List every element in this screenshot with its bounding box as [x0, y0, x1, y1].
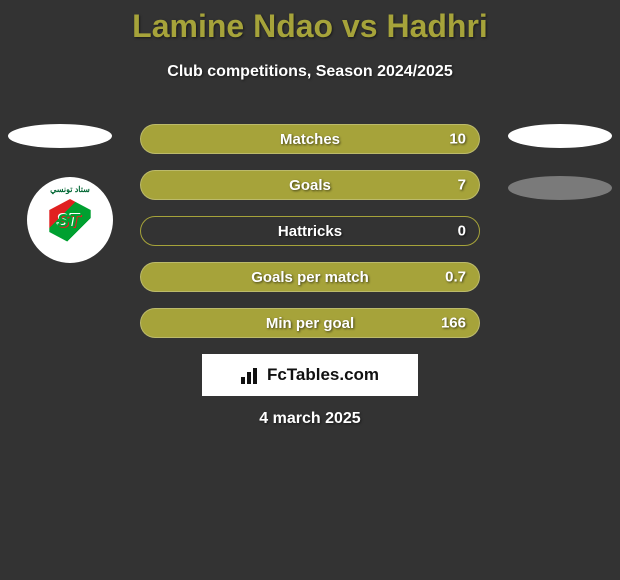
stat-row-goals: Goals 7	[140, 170, 480, 200]
branding-box[interactable]: FcTables.com	[202, 354, 418, 396]
club-badge-letters: ST	[57, 211, 80, 232]
stat-label: Hattricks	[278, 223, 342, 240]
date-label: 4 march 2025	[0, 410, 620, 428]
club-badge-arabic-text: ستاد تونسي	[35, 185, 105, 194]
stat-value-right: 166	[441, 315, 466, 332]
stat-row-matches: Matches 10	[140, 124, 480, 154]
stat-value-right: 0.7	[445, 269, 466, 286]
right-ellipse-1	[508, 124, 612, 148]
right-player-column	[508, 124, 612, 228]
stat-value-right: 7	[458, 177, 466, 194]
bar-chart-icon	[241, 366, 261, 384]
stat-value-right: 0	[458, 223, 466, 240]
stat-row-mpg: Min per goal 166	[140, 308, 480, 338]
stat-row-hattricks: Hattricks 0	[140, 216, 480, 246]
stat-label: Min per goal	[266, 315, 354, 332]
subtitle: Club competitions, Season 2024/2025	[0, 63, 620, 81]
stat-label: Goals	[289, 177, 331, 194]
stat-label: Goals per match	[251, 269, 369, 286]
club-badge-inner: ستاد تونسي ST	[35, 185, 105, 255]
stat-row-gpm: Goals per match 0.7	[140, 262, 480, 292]
stat-label: Matches	[280, 131, 340, 148]
left-ellipse-1	[8, 124, 112, 148]
stat-value-right: 10	[449, 131, 466, 148]
stats-container: Matches 10 Goals 7 Hattricks 0 Goals per…	[140, 124, 480, 354]
right-ellipse-2	[508, 176, 612, 200]
left-player-column	[8, 124, 112, 176]
branding-label: FcTables.com	[267, 365, 379, 385]
club-badge: ستاد تونسي ST	[27, 177, 113, 263]
page-title: Lamine Ndao vs Hadhri	[0, 0, 620, 45]
